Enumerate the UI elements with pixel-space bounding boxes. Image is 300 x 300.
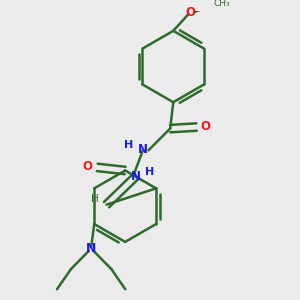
- Text: O: O: [82, 160, 92, 173]
- Text: H: H: [146, 167, 154, 177]
- Text: N: N: [130, 169, 140, 183]
- Text: O: O: [185, 6, 195, 19]
- Text: N: N: [86, 242, 96, 255]
- Text: CH₃: CH₃: [214, 0, 230, 8]
- Text: H: H: [124, 140, 133, 150]
- Text: N: N: [138, 143, 148, 156]
- Text: H: H: [91, 194, 99, 204]
- Text: O: O: [200, 120, 210, 133]
